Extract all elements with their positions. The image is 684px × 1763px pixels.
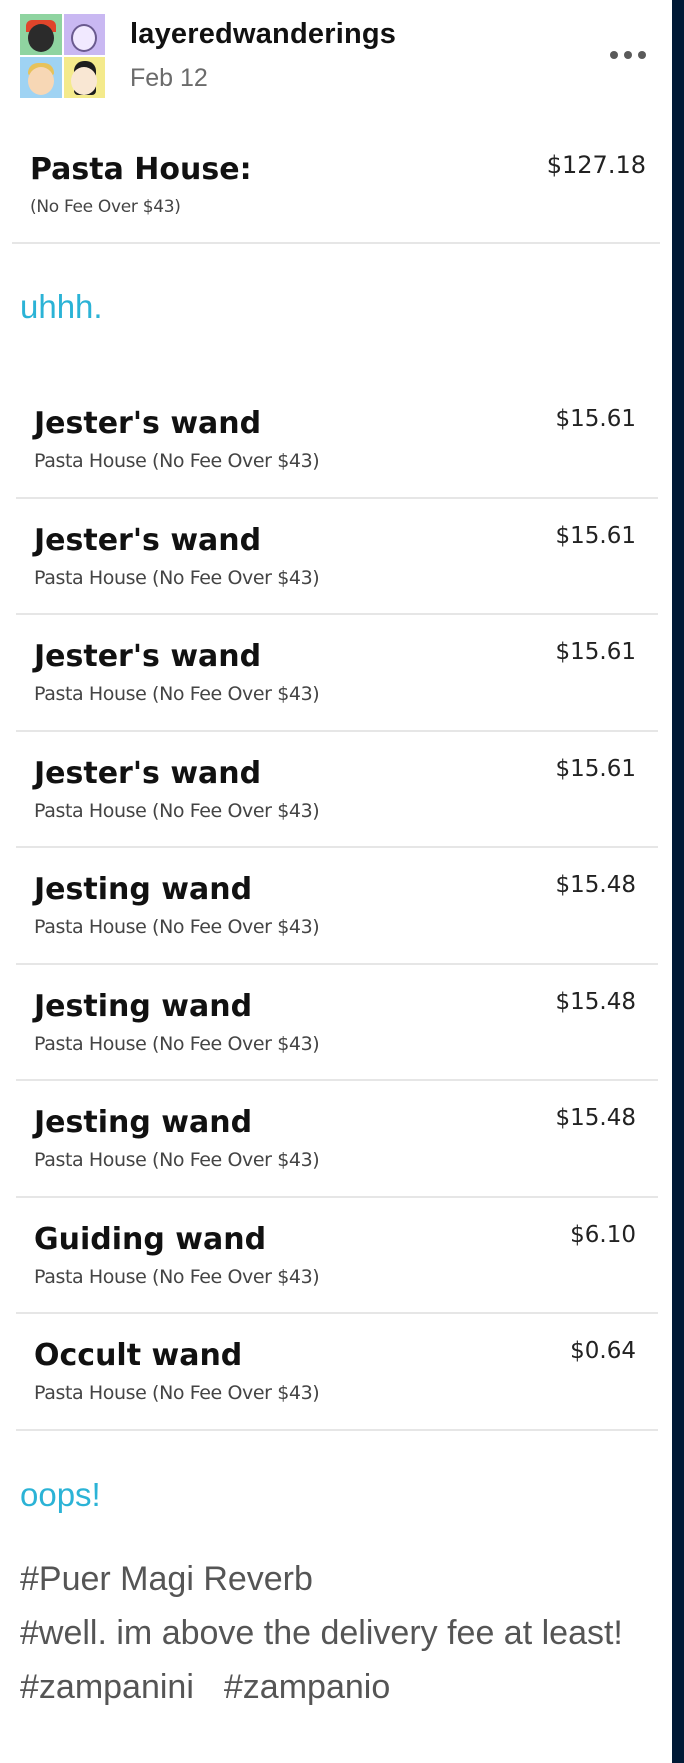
tag-link[interactable]: #well. im above the delivery fee at leas… bbox=[20, 1614, 623, 1652]
item-price: $15.61 bbox=[555, 639, 636, 665]
more-options-button[interactable] bbox=[600, 38, 656, 72]
item-store: Pasta House (No Fee Over $43) bbox=[34, 683, 320, 705]
list-item: Jester's wand Pasta House (No Fee Over $… bbox=[16, 382, 658, 499]
restaurant-name: Pasta House: bbox=[30, 152, 252, 187]
receipt-summary: Pasta House: (No Fee Over $43) $127.18 bbox=[12, 126, 660, 244]
order-item-list: Jester's wand Pasta House (No Fee Over $… bbox=[16, 382, 658, 1431]
avatar-panel-3 bbox=[20, 57, 62, 98]
item-store: Pasta House (No Fee Over $43) bbox=[34, 1265, 320, 1288]
item-name: Jesting wand bbox=[34, 988, 253, 1024]
post-header: layeredwanderings Feb 12 bbox=[0, 0, 672, 112]
post-date[interactable]: Feb 12 bbox=[130, 64, 208, 92]
post-tags: #Puer Magi Reverb #well. im above the de… bbox=[20, 1552, 650, 1714]
tag-row: #zampanini #zampanio bbox=[20, 1660, 650, 1714]
list-item: Occult wand Pasta House (No Fee Over $43… bbox=[16, 1314, 658, 1431]
item-store: Pasta House (No Fee Over $43) bbox=[34, 566, 320, 589]
tag-link[interactable]: #zampanio bbox=[223, 1668, 391, 1706]
avatar-panel-4 bbox=[63, 57, 105, 98]
item-price: $15.61 bbox=[555, 755, 636, 782]
avatar-panel-1 bbox=[20, 14, 62, 55]
item-name: Jester's wand bbox=[34, 639, 262, 674]
tag-link[interactable]: #zampanini bbox=[20, 1668, 194, 1706]
more-horizontal-icon bbox=[624, 51, 632, 59]
tag-link[interactable]: #Puer Magi Reverb bbox=[20, 1560, 313, 1598]
item-price: $15.48 bbox=[555, 988, 636, 1015]
list-item: Jester's wand Pasta House (No Fee Over $… bbox=[16, 615, 658, 732]
list-item: Jesting wand Pasta House (No Fee Over $4… bbox=[16, 848, 658, 965]
fee-note: (No Fee Over $43) bbox=[30, 197, 181, 217]
item-store: Pasta House (No Fee Over $43) bbox=[34, 1382, 320, 1404]
item-name: Jester's wand bbox=[34, 406, 262, 441]
item-name: Jester's wand bbox=[34, 522, 262, 558]
item-store: Pasta House (No Fee Over $43) bbox=[34, 1032, 320, 1055]
item-name: Occult wand bbox=[34, 1338, 243, 1373]
caption-oops: oops! bbox=[20, 1476, 101, 1513]
item-price: $15.48 bbox=[555, 1105, 636, 1131]
item-name: Guiding wand bbox=[34, 1221, 267, 1257]
item-price: $15.61 bbox=[555, 522, 636, 549]
item-price: $15.48 bbox=[555, 872, 636, 898]
item-store: Pasta House (No Fee Over $43) bbox=[34, 916, 320, 938]
more-horizontal-icon bbox=[610, 51, 618, 59]
item-store: Pasta House (No Fee Over $43) bbox=[34, 1149, 320, 1171]
item-price: $15.61 bbox=[555, 406, 636, 432]
receipt-total: $127.18 bbox=[546, 151, 646, 179]
item-store: Pasta House (No Fee Over $43) bbox=[34, 799, 320, 822]
item-name: Jester's wand bbox=[34, 755, 262, 791]
item-store: Pasta House (No Fee Over $43) bbox=[34, 450, 320, 472]
username-link[interactable]: layeredwanderings bbox=[130, 18, 397, 50]
caption-uhhh: uhhh. bbox=[20, 288, 103, 325]
item-price: $6.10 bbox=[570, 1221, 636, 1248]
list-item: Guiding wand Pasta House (No Fee Over $4… bbox=[16, 1198, 658, 1314]
avatar-panel-2 bbox=[63, 14, 105, 55]
list-item: Jesting wand Pasta House (No Fee Over $4… bbox=[16, 965, 658, 1081]
list-item: Jesting wand Pasta House (No Fee Over $4… bbox=[16, 1081, 658, 1198]
item-price: $0.64 bbox=[570, 1338, 636, 1364]
avatar[interactable] bbox=[20, 14, 105, 98]
item-name: Jesting wand bbox=[34, 872, 253, 907]
list-item: Jester's wand Pasta House (No Fee Over $… bbox=[16, 732, 658, 848]
more-horizontal-icon bbox=[638, 51, 646, 59]
list-item: Jester's wand Pasta House (No Fee Over $… bbox=[16, 499, 658, 615]
item-name: Jesting wand bbox=[34, 1105, 253, 1140]
